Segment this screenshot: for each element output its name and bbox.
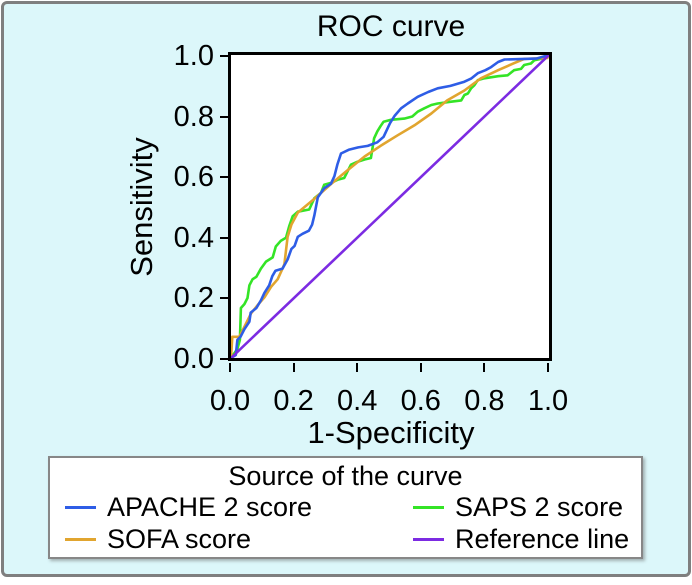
- legend-item-sofa: SOFA score: [65, 525, 413, 554]
- y-tick-mark: [220, 176, 230, 179]
- x-tick-mark: [419, 363, 422, 372]
- curve-apache-2-score: [231, 55, 549, 358]
- y-tick-mark: [220, 236, 230, 239]
- y-tick-label: 0.2: [173, 282, 214, 315]
- y-tick-mark: [220, 297, 230, 300]
- y-tick-label: 0.8: [173, 100, 214, 133]
- sofa-line-swatch: [65, 538, 96, 541]
- legend-grid: APACHE 2 score SAPS 2 score SOFA score R…: [50, 493, 641, 554]
- saps2-line-swatch: [413, 506, 444, 509]
- legend-item-reference: Reference line: [413, 525, 641, 554]
- apache2-line-swatch: [65, 506, 96, 509]
- x-axis-label: 1-Specificity: [307, 415, 475, 450]
- legend-label-apache2: APACHE 2 score: [107, 492, 313, 522]
- chart-title: ROC curve: [316, 10, 466, 43]
- x-tick-mark: [547, 363, 549, 372]
- y-tick-label: 0.0: [173, 343, 214, 375]
- x-tick-mark: [229, 363, 231, 372]
- curve-reference-line: [231, 55, 549, 358]
- y-axis-label: Sensitivity: [124, 137, 159, 277]
- legend-label-saps2: SAPS 2 score: [455, 492, 624, 522]
- legend-label-sofa: SOFA score: [107, 524, 252, 554]
- legend-box: Source of the curve APACHE 2 score SAPS …: [48, 456, 643, 559]
- x-tick-label: 1.0: [527, 385, 569, 417]
- y-tick-label: 1.0: [173, 40, 214, 72]
- x-tick-label: 0.0: [209, 385, 251, 417]
- x-tick-mark: [483, 363, 486, 372]
- y-tick-mark: [220, 115, 230, 118]
- x-tick-label: 0.2: [273, 385, 314, 417]
- legend-title: Source of the curve: [228, 461, 463, 491]
- plot-area: [228, 52, 552, 361]
- roc-svg: [231, 55, 549, 358]
- y-tick-label: 0.4: [173, 221, 214, 254]
- y-tick-label: 0.6: [173, 161, 214, 194]
- legend-label-reference: Reference line: [455, 524, 630, 554]
- x-tick-mark: [292, 363, 295, 372]
- x-tick-label: 0.6: [400, 385, 441, 417]
- reference-line-swatch: [413, 538, 444, 541]
- x-tick-label: 0.8: [464, 385, 505, 417]
- y-tick-mark: [220, 358, 230, 360]
- legend-item-saps2: SAPS 2 score: [413, 493, 641, 522]
- legend-item-apache2: APACHE 2 score: [65, 493, 413, 522]
- x-tick-mark: [356, 363, 359, 372]
- y-tick-mark: [220, 55, 230, 57]
- x-tick-label: 0.4: [337, 385, 378, 417]
